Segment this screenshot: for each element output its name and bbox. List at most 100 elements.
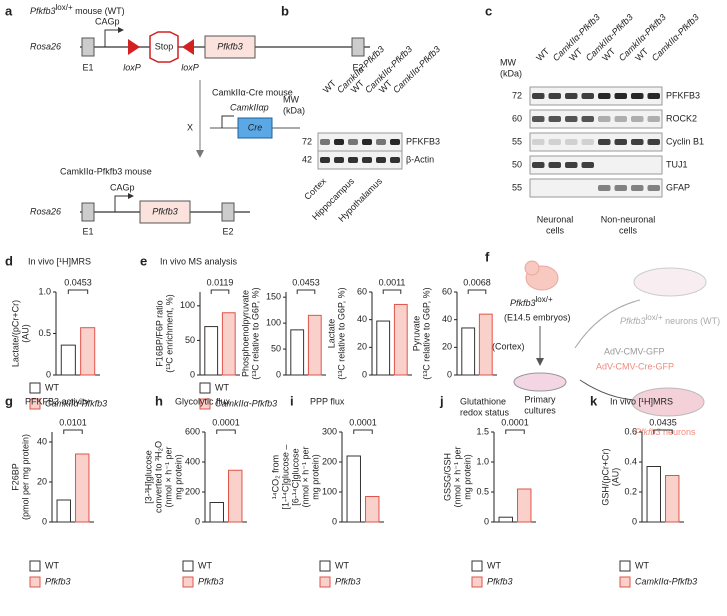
y-tick-label: 1.0	[476, 456, 489, 466]
y-tick-label: 0.2	[624, 486, 637, 496]
legend-swatch	[319, 560, 331, 572]
panel-letter: b	[281, 3, 289, 18]
legend-label: WT	[487, 560, 501, 570]
panel-letter: d	[5, 253, 13, 268]
sup: lox/+	[646, 313, 663, 322]
y-axis-label: [3-³H]glucose	[143, 450, 153, 504]
protein-label: ROCK2	[666, 113, 697, 123]
y-tick-label: 100	[266, 318, 281, 328]
y-tick-label: 20	[37, 476, 47, 486]
y-axis-label: (¹³C relative to G6P, %)	[336, 287, 346, 379]
wt-neurons-label: Pfkfb3lox/+ neurons (WT)	[620, 313, 720, 326]
y-axis-label: (pmol per mg protein)	[20, 434, 30, 520]
promoter-label: CAGp	[110, 182, 135, 192]
loxp-label: loxP	[123, 62, 141, 72]
ko-neurons-label: Pfkfb3 neurons	[635, 427, 696, 437]
group-label: cells	[619, 225, 638, 235]
bar	[461, 327, 476, 376]
legend-label: CamkIIα-Pfkfb3	[215, 398, 277, 408]
y-tick-label: 0	[632, 516, 637, 526]
blot-band	[581, 139, 594, 145]
panel-letter: c	[485, 3, 492, 18]
locus-label: Rosa26	[30, 41, 61, 51]
legend-swatch	[182, 560, 194, 572]
y-axis-label: (¹³C enrichment, %)	[164, 294, 174, 373]
blot-strip	[317, 132, 403, 152]
blot-band	[334, 157, 344, 163]
blot-band	[532, 93, 545, 99]
blot-band	[614, 116, 627, 122]
exon-label: E2	[352, 62, 363, 72]
protein-label: GFAP	[666, 182, 690, 192]
significance-bracket	[296, 289, 316, 294]
legend-swatch	[182, 576, 194, 588]
y-axis-label: (AU)	[610, 468, 620, 487]
bar	[228, 469, 243, 523]
protein-label: β-Actin	[406, 154, 434, 164]
panel-title: Glutathione	[460, 396, 506, 406]
bar	[221, 312, 236, 376]
legend-label: CamkIIα-Pfkfb3	[635, 576, 697, 586]
gene: Pfkfb3	[620, 316, 646, 326]
bar	[665, 475, 680, 523]
bar	[376, 320, 391, 376]
panel-title: PFKFB3 activity	[25, 396, 90, 406]
mw-marker: 42	[302, 154, 312, 164]
y-axis-label: Phosphoenolpyruvate	[240, 290, 250, 377]
y-axis-label: converted to ³H₂O	[153, 441, 163, 513]
y-axis-label: [6-¹⁴C]glucose	[290, 448, 300, 505]
group-label: Non-neuronal	[601, 214, 656, 224]
mw-marker: 72	[512, 90, 522, 100]
mw-marker: 55	[512, 136, 522, 146]
panel-title: Glycolytic flux	[175, 396, 231, 406]
promoter-label: CAGp	[95, 16, 120, 26]
mw-label: (kDa)	[500, 68, 522, 78]
bar	[498, 516, 513, 523]
locus-label: Rosa26	[30, 206, 61, 216]
legend-label: WT	[635, 560, 649, 570]
y-tick-label: 0	[276, 369, 281, 379]
blot-band	[376, 139, 386, 145]
promoter-label: CamkIIαp	[230, 102, 269, 112]
y-axis-label: Pyruvate	[411, 316, 421, 352]
panel-title: In vivo [¹H]MRS	[28, 256, 91, 266]
bar	[478, 313, 493, 376]
blot-band	[390, 139, 400, 145]
cre-label: Cre	[248, 122, 263, 132]
bar	[290, 329, 305, 376]
legend-label: WT	[45, 560, 59, 570]
blot-band	[390, 157, 400, 163]
y-tick-label: 0	[484, 516, 489, 526]
blot-band	[631, 93, 644, 99]
bar	[517, 488, 532, 523]
significance-bracket	[382, 289, 402, 294]
y-tick-label: 20	[357, 342, 367, 352]
y-tick-label: 400	[185, 456, 200, 466]
p-value: 0.0453	[64, 277, 92, 287]
legend-swatch	[619, 560, 631, 572]
rest: neurons	[661, 427, 697, 437]
rest: neurons (WT)	[663, 316, 721, 326]
sup: lox/+	[56, 3, 73, 12]
blot-band	[348, 157, 358, 163]
legend-swatch	[199, 398, 211, 410]
p-value: 0.0435	[649, 417, 677, 427]
group-label: Neuronal	[537, 214, 574, 224]
vector-label: AdV-CMV-Cre-GFP	[596, 361, 674, 371]
y-tick-label: 100	[180, 300, 195, 310]
blot-band	[565, 93, 578, 99]
bar	[646, 466, 661, 523]
y-tick-label: 1.5	[476, 426, 489, 436]
significance-bracket	[653, 429, 673, 434]
blot-band	[598, 185, 611, 191]
blot-band	[581, 116, 594, 122]
p-value: 0.0001	[212, 417, 240, 427]
y-tick-label: 200	[322, 456, 337, 466]
bar	[56, 499, 71, 523]
y-axis-label: (¹³C relative to G6P, %)	[250, 287, 260, 379]
blot-band	[647, 185, 660, 191]
bar	[75, 453, 90, 523]
y-tick-label: 0	[332, 516, 337, 526]
vector-label: AdV-CMV-GFP	[604, 346, 665, 356]
